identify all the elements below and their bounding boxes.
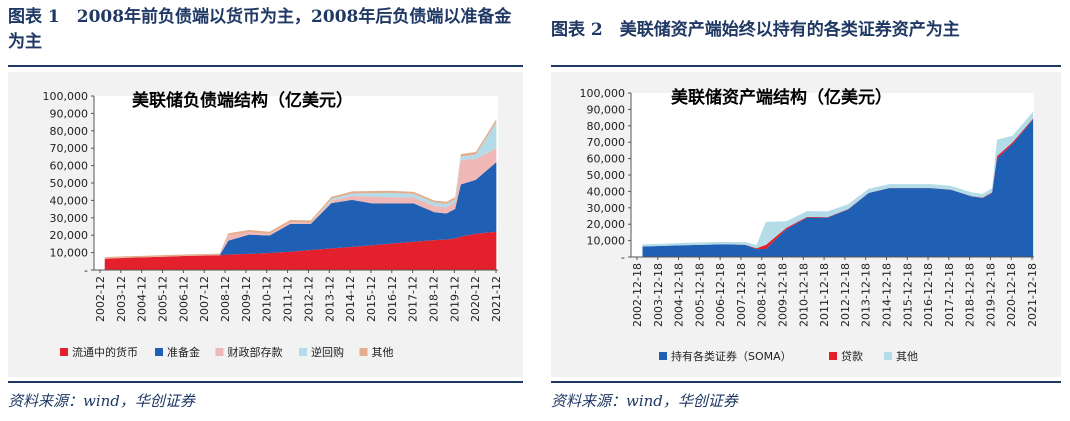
- x-tick-label: 2017-12-18: [943, 263, 956, 327]
- legend-swatch: [659, 352, 667, 360]
- legend-label: 流通中的货币: [72, 345, 138, 359]
- legend-label: 其他: [896, 350, 918, 363]
- x-tick-label: 2014-12: [344, 276, 357, 322]
- x-tick-label: 2009-12: [240, 276, 253, 322]
- x-tick-label: 2005-12-18: [693, 263, 706, 327]
- x-tick-label: 2007-12: [198, 276, 211, 322]
- x-tick-label: 2016-12: [386, 276, 399, 322]
- y-tick-label: 30,000: [587, 202, 626, 215]
- x-tick-label: 2003-12: [115, 276, 128, 322]
- figure-1-source: 资料来源：wind，华创证券: [8, 392, 195, 410]
- figure-2-source: 资料来源：wind，华创证券: [551, 392, 738, 410]
- legend-label: 准备金: [167, 345, 200, 359]
- figure-1-bottom-rule: [8, 381, 523, 383]
- x-tick-label: 2015-12: [365, 276, 378, 322]
- x-tick-label: 2004-12: [136, 276, 149, 322]
- legend-swatch: [155, 348, 163, 356]
- legend-swatch: [60, 348, 68, 356]
- liabilities-chart: - 10,000 20,000 30,000 40,000 50,000 60,000 70,…: [43, 90, 504, 359]
- legend-swatch: [359, 348, 368, 356]
- area-series-2: [104, 148, 497, 259]
- y-tick-label: 40,000: [50, 194, 89, 207]
- y-tick-label: 50,000: [50, 177, 89, 190]
- x-tick-label: 2013-12-18: [860, 263, 873, 327]
- y-tick-label: 60,000: [50, 160, 89, 173]
- legend-swatch: [829, 352, 837, 360]
- chart-title: 美联储负债端结构（亿美元）: [132, 90, 353, 111]
- x-tick-label: 2008-12: [219, 276, 232, 322]
- y-tick-label: 80,000: [587, 120, 626, 133]
- x-tick-label: 2014-12-18: [880, 263, 893, 327]
- x-tick-label: 2021-12-18: [1026, 263, 1039, 327]
- x-tick-label: 2002-12-18: [631, 263, 644, 327]
- y-tick-label: 80,000: [50, 125, 89, 138]
- x-tick-label: 2013-12: [323, 276, 336, 322]
- y-tick-label: 50,000: [587, 169, 626, 182]
- x-tick-label: 2005-12: [157, 276, 170, 322]
- chart-title: 美联储资产端结构（亿美元）: [671, 87, 892, 108]
- x-tick-label: 2018-12: [427, 276, 440, 322]
- y-tick-label: -: [621, 251, 625, 264]
- figure-1-panel: - 10,000 20,000 30,000 40,000 50,000 60,000 70,…: [8, 72, 523, 377]
- x-tick-label: 2011-12-18: [818, 263, 831, 327]
- y-tick-label: 30,000: [50, 212, 89, 225]
- x-tick-label: 2007-12-18: [735, 263, 748, 327]
- y-tick-label: 90,000: [587, 103, 626, 116]
- y-tick-label: 10,000: [50, 247, 89, 260]
- area-series-0: [642, 119, 1034, 257]
- y-tick-label: -: [84, 264, 88, 277]
- y-tick-label: 20,000: [587, 218, 626, 231]
- figure-2-title: 图表 2 美联储资产端始终以持有的各类证券资产为主: [551, 20, 960, 40]
- figure-2-panel: - 10,000 20,000 30,000 40,000 50,000 60,000 70,…: [551, 72, 1061, 377]
- legend-label: 贷款: [841, 349, 863, 363]
- x-tick-label: 2019-12: [448, 276, 461, 322]
- figure-1-rule: [8, 65, 523, 67]
- x-tick-label: 2008-12-18: [756, 263, 769, 327]
- x-tick-label: 2010-12: [261, 276, 274, 322]
- y-tick-label: 90,000: [50, 107, 89, 120]
- legend-label: 其他: [372, 346, 394, 359]
- y-tick-label: 60,000: [587, 153, 626, 166]
- assets-chart: - 10,000 20,000 30,000 40,000 50,000 60,000 70,…: [580, 87, 1040, 363]
- y-tick-label: 100,000: [43, 90, 89, 103]
- x-tick-label: 2020-12: [469, 276, 482, 322]
- y-tick-label: 70,000: [587, 136, 626, 149]
- x-tick-label: 2009-12-18: [777, 263, 790, 327]
- legend-swatch: [215, 348, 224, 356]
- x-tick-label: 2004-12-18: [673, 263, 686, 327]
- x-tick-label: 2011-12: [282, 276, 295, 322]
- x-tick-label: 2006-12: [177, 276, 190, 322]
- figure-2-rule: [551, 65, 1061, 67]
- x-tick-label: 2017-12: [407, 276, 420, 322]
- figure-2-bottom-rule: [551, 381, 1061, 383]
- y-tick-label: 20,000: [50, 229, 89, 242]
- x-tick-label: 2010-12-18: [797, 263, 810, 327]
- area-series-0: [104, 231, 497, 270]
- legend-label: 持有各类证券（SOMA）: [671, 349, 792, 363]
- x-tick-label: 2018-12-18: [964, 263, 977, 327]
- x-tick-label: 2021-12: [490, 276, 503, 322]
- legend-swatch: [884, 352, 892, 360]
- legend-label: 财政部存款: [228, 345, 283, 359]
- x-tick-label: 2020-12-18: [1005, 263, 1018, 327]
- y-tick-label: 10,000: [587, 235, 626, 248]
- y-tick-label: 40,000: [587, 185, 626, 198]
- legend-label: 逆回购: [311, 345, 344, 359]
- x-tick-label: 2006-12-18: [714, 263, 727, 327]
- x-tick-label: 2002-12: [94, 276, 107, 322]
- figure-1-title: 图表 1 2008年前负债端以货币为主，2008年后负债端以准备金为主: [8, 7, 512, 52]
- x-tick-label: 2012-12-18: [839, 263, 852, 327]
- area-series-1: [104, 162, 497, 259]
- y-tick-label: 100,000: [580, 87, 626, 100]
- x-tick-label: 2016-12-18: [922, 263, 935, 327]
- y-tick-label: 70,000: [50, 142, 89, 155]
- x-tick-label: 2012-12: [302, 276, 315, 322]
- x-tick-label: 2003-12-18: [652, 263, 665, 327]
- x-tick-label: 2019-12-18: [984, 263, 997, 327]
- x-tick-label: 2015-12-18: [901, 263, 914, 327]
- legend-swatch: [299, 348, 307, 356]
